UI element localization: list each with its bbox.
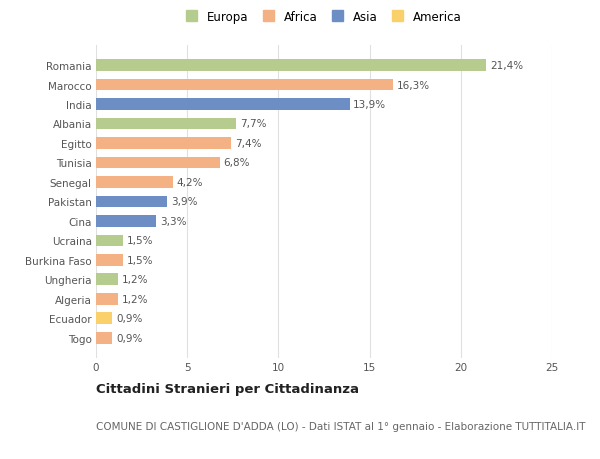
Text: 1,5%: 1,5% bbox=[127, 236, 154, 246]
Bar bbox=[96, 235, 124, 246]
Bar bbox=[96, 60, 487, 72]
Text: 0,9%: 0,9% bbox=[116, 313, 142, 324]
Bar bbox=[96, 332, 112, 344]
Text: 3,9%: 3,9% bbox=[171, 197, 197, 207]
Text: 7,7%: 7,7% bbox=[240, 119, 266, 129]
Bar bbox=[96, 293, 118, 305]
Bar bbox=[96, 196, 167, 208]
Text: 21,4%: 21,4% bbox=[490, 61, 523, 71]
Text: 7,4%: 7,4% bbox=[235, 139, 261, 149]
Text: 16,3%: 16,3% bbox=[397, 80, 430, 90]
Text: 1,2%: 1,2% bbox=[122, 274, 148, 285]
Text: Cittadini Stranieri per Cittadinanza: Cittadini Stranieri per Cittadinanza bbox=[96, 382, 359, 395]
Bar bbox=[96, 99, 350, 111]
Text: 1,5%: 1,5% bbox=[127, 255, 154, 265]
Bar bbox=[96, 274, 118, 285]
Bar bbox=[96, 138, 231, 150]
Bar bbox=[96, 118, 236, 130]
Text: 13,9%: 13,9% bbox=[353, 100, 386, 110]
Text: 6,8%: 6,8% bbox=[224, 158, 250, 168]
Bar bbox=[96, 157, 220, 169]
Text: COMUNE DI CASTIGLIONE D'ADDA (LO) - Dati ISTAT al 1° gennaio - Elaborazione TUTT: COMUNE DI CASTIGLIONE D'ADDA (LO) - Dati… bbox=[96, 421, 586, 431]
Bar bbox=[96, 313, 112, 325]
Text: 1,2%: 1,2% bbox=[122, 294, 148, 304]
Bar bbox=[96, 177, 173, 188]
Bar bbox=[96, 216, 156, 227]
Text: 3,3%: 3,3% bbox=[160, 216, 187, 226]
Text: 4,2%: 4,2% bbox=[176, 178, 203, 188]
Bar bbox=[96, 254, 124, 266]
Text: 0,9%: 0,9% bbox=[116, 333, 142, 343]
Bar bbox=[96, 79, 394, 91]
Legend: Europa, Africa, Asia, America: Europa, Africa, Asia, America bbox=[186, 11, 462, 24]
